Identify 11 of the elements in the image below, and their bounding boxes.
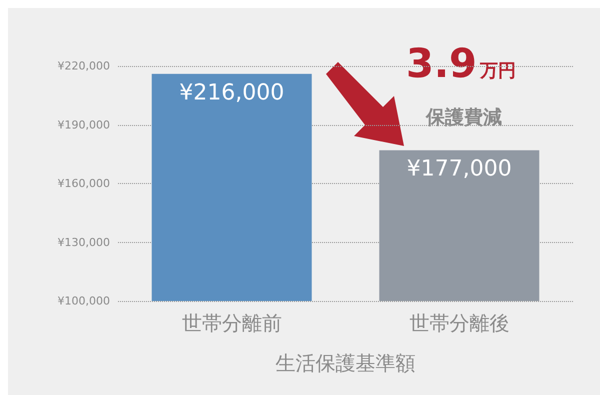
data-label: ¥216,000 xyxy=(179,80,284,106)
x-tick-label: 世帯分離前 xyxy=(182,311,282,335)
x-axis-title: 生活保護基準額 xyxy=(276,351,416,375)
data-label: ¥177,000 xyxy=(406,156,512,182)
y-tick-label: ¥160,000 xyxy=(58,177,110,190)
y-tick-label: ¥220,000 xyxy=(58,60,110,72)
y-tick-label: ¥190,000 xyxy=(58,118,110,132)
x-tick-label: 世帯分離後 xyxy=(409,311,510,335)
annotation: 保護費減 xyxy=(425,106,502,128)
y-tick-label: ¥100,000 xyxy=(58,294,110,308)
y-tick-label: ¥130,000 xyxy=(58,236,110,249)
